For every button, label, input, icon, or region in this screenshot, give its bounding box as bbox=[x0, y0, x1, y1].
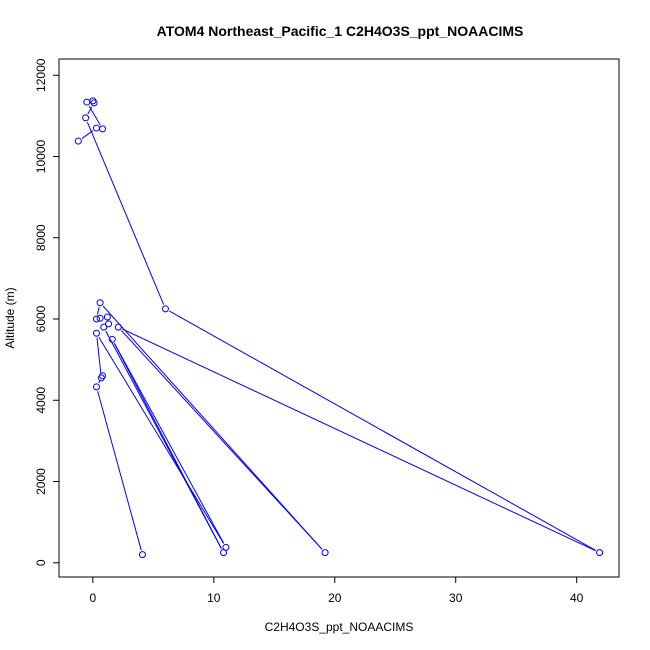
series-segment bbox=[97, 391, 142, 551]
chart-title: ATOM4 Northeast_Pacific_1 C2H4O3S_ppt_NO… bbox=[157, 23, 524, 39]
series-segment bbox=[86, 121, 165, 305]
series-segment bbox=[96, 307, 100, 315]
y-tick-label: 8000 bbox=[34, 224, 48, 251]
data-point bbox=[105, 320, 113, 328]
data-point bbox=[96, 299, 104, 307]
series-segment bbox=[113, 343, 225, 544]
x-tick-label: 10 bbox=[207, 591, 221, 605]
data-point bbox=[83, 98, 91, 106]
data-point bbox=[596, 549, 604, 557]
series-segment bbox=[122, 328, 596, 552]
y-axis-label: Altitude (m) bbox=[3, 287, 17, 348]
x-axis: 0 10 20 30 40 bbox=[90, 576, 584, 605]
data-point bbox=[114, 323, 122, 331]
data-point bbox=[100, 323, 108, 331]
y-tick-label: 10000 bbox=[34, 139, 48, 173]
y-tick-label: 2000 bbox=[34, 468, 48, 495]
y-tick-label: 12000 bbox=[34, 58, 48, 92]
data-point bbox=[103, 313, 111, 321]
data-point bbox=[96, 314, 104, 322]
series-segment bbox=[113, 343, 222, 549]
data-point bbox=[92, 383, 100, 391]
data-point bbox=[321, 549, 329, 557]
data-point bbox=[161, 305, 169, 313]
data-point bbox=[90, 99, 98, 107]
x-tick-label: 0 bbox=[90, 591, 97, 605]
y-axis: 0 2000 4000 6000 8000 10000 12000 bbox=[34, 58, 60, 566]
data-point bbox=[222, 543, 230, 551]
series-segment bbox=[169, 310, 596, 551]
series-segment bbox=[96, 337, 102, 374]
data-point bbox=[92, 315, 100, 323]
data-point bbox=[92, 329, 100, 337]
data-point bbox=[99, 372, 107, 380]
data-point bbox=[82, 114, 90, 122]
x-tick-label: 20 bbox=[328, 591, 342, 605]
y-tick-label: 0 bbox=[34, 559, 48, 566]
x-axis-label: C2H4O3S_ppt_NOAACIMS bbox=[265, 620, 414, 634]
data-point bbox=[99, 125, 107, 133]
data-point bbox=[138, 551, 146, 559]
x-tick-label: 40 bbox=[570, 591, 584, 605]
data-point bbox=[108, 335, 116, 343]
data-point bbox=[74, 137, 82, 145]
series-segment bbox=[98, 336, 225, 544]
data-point bbox=[92, 124, 100, 132]
series-segment bbox=[102, 305, 323, 550]
y-tick-label: 6000 bbox=[34, 305, 48, 332]
y-tick-label: 4000 bbox=[34, 387, 48, 414]
plot-frame bbox=[58, 58, 620, 578]
series-segment bbox=[87, 106, 93, 115]
x-tick-label: 30 bbox=[449, 591, 463, 605]
series-layer bbox=[74, 97, 604, 559]
